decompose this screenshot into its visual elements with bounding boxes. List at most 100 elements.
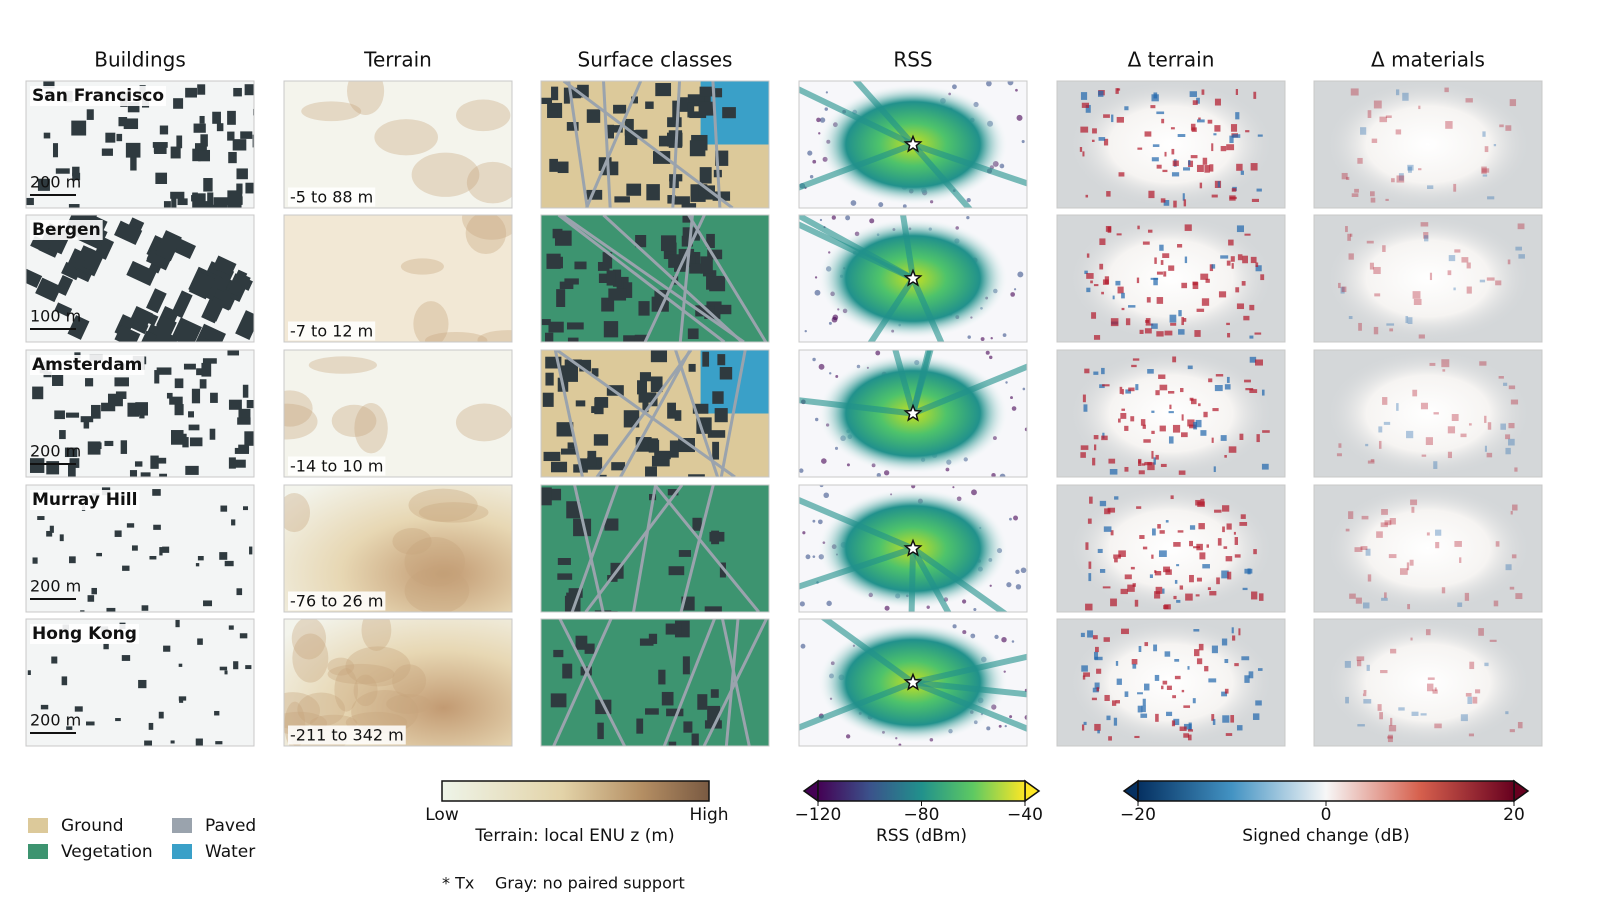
change-speck bbox=[1215, 374, 1224, 377]
change-speck bbox=[1166, 685, 1172, 690]
terrain-blob bbox=[456, 99, 511, 132]
change-speck bbox=[1236, 163, 1243, 171]
change-speck bbox=[1198, 523, 1205, 530]
change-speck bbox=[1096, 687, 1100, 692]
change-speck bbox=[1255, 262, 1259, 267]
change-speck bbox=[1423, 232, 1429, 239]
panel-frame bbox=[798, 618, 1028, 747]
speck bbox=[1006, 582, 1012, 588]
change-speck bbox=[1092, 687, 1099, 693]
speck bbox=[989, 355, 993, 360]
map-panel bbox=[541, 81, 769, 208]
map-panel bbox=[1057, 350, 1285, 477]
beam bbox=[908, 548, 916, 612]
change-speck bbox=[1151, 323, 1158, 329]
change-speck bbox=[1405, 316, 1409, 324]
change-speck bbox=[1222, 505, 1230, 512]
change-speck bbox=[1493, 143, 1497, 147]
change-speck bbox=[1192, 282, 1199, 290]
panel-frame bbox=[540, 349, 770, 478]
beam bbox=[910, 142, 973, 208]
change-speck bbox=[1385, 198, 1389, 201]
building bbox=[193, 123, 206, 133]
building bbox=[231, 519, 236, 526]
change-speck bbox=[1396, 403, 1399, 411]
change-speck bbox=[1381, 597, 1388, 601]
change-speck bbox=[1467, 696, 1473, 705]
change-speck bbox=[1238, 628, 1241, 636]
building bbox=[645, 101, 654, 109]
city-name: Murray Hill bbox=[32, 490, 137, 510]
change-speck bbox=[1214, 509, 1222, 513]
building bbox=[543, 451, 561, 462]
building bbox=[210, 204, 217, 208]
change-speck bbox=[1505, 564, 1512, 571]
change-speck bbox=[1110, 598, 1117, 607]
building bbox=[638, 301, 650, 316]
change-speck bbox=[1224, 688, 1229, 694]
change-speck bbox=[1249, 304, 1255, 311]
change-speck bbox=[1082, 675, 1086, 680]
change-speck bbox=[1116, 233, 1122, 236]
change-speck bbox=[1234, 554, 1241, 558]
speck bbox=[1011, 406, 1017, 411]
change-speck bbox=[1481, 168, 1490, 173]
building bbox=[219, 666, 228, 671]
building bbox=[220, 505, 228, 512]
column-title: Terrain bbox=[363, 48, 432, 72]
change-speck bbox=[1363, 689, 1367, 694]
building bbox=[550, 461, 568, 473]
panel-frame bbox=[798, 484, 1028, 613]
building bbox=[564, 278, 579, 285]
building bbox=[59, 430, 66, 440]
change-speck bbox=[1398, 173, 1404, 181]
change-speck bbox=[1242, 587, 1248, 591]
change-speck bbox=[1232, 134, 1241, 138]
map-panel bbox=[26, 215, 254, 342]
speck bbox=[869, 218, 875, 224]
map-panel bbox=[1314, 619, 1542, 746]
city-bg bbox=[30, 355, 145, 375]
terrain-range: -7 to 12 m bbox=[290, 322, 373, 341]
terrain-blob bbox=[374, 119, 438, 156]
map-panel bbox=[541, 485, 769, 612]
building bbox=[650, 376, 663, 393]
change-speck bbox=[1085, 194, 1089, 198]
change-speck bbox=[1495, 280, 1502, 286]
change-speck bbox=[1161, 685, 1164, 690]
column-title: Δ terrain bbox=[1128, 48, 1215, 72]
change-speck bbox=[1120, 412, 1127, 419]
change-speck bbox=[1181, 689, 1185, 693]
change-speck bbox=[1255, 265, 1262, 272]
speck bbox=[817, 519, 823, 525]
change-speck bbox=[1092, 635, 1098, 640]
building bbox=[614, 196, 630, 203]
change-speck bbox=[1172, 356, 1177, 363]
change-speck bbox=[1137, 692, 1143, 695]
building bbox=[87, 595, 95, 602]
change-speck bbox=[1170, 495, 1174, 500]
building bbox=[238, 408, 251, 420]
building bbox=[665, 623, 682, 635]
building bbox=[195, 563, 200, 567]
building bbox=[551, 86, 559, 101]
building bbox=[689, 111, 707, 119]
change-speck bbox=[1178, 470, 1186, 475]
speck bbox=[816, 117, 821, 123]
change-speck bbox=[1435, 529, 1442, 536]
road bbox=[653, 485, 760, 612]
change-speck bbox=[1348, 511, 1354, 519]
panel-frame bbox=[25, 214, 255, 343]
building bbox=[673, 196, 690, 205]
terrain-blob bbox=[354, 402, 388, 454]
beam bbox=[799, 397, 914, 417]
building bbox=[567, 337, 579, 342]
road bbox=[562, 81, 734, 208]
change-speck bbox=[1243, 315, 1250, 321]
building bbox=[672, 100, 680, 119]
building bbox=[712, 441, 720, 460]
building bbox=[170, 191, 185, 199]
speck bbox=[812, 357, 816, 362]
building bbox=[645, 708, 659, 715]
building bbox=[135, 402, 149, 416]
